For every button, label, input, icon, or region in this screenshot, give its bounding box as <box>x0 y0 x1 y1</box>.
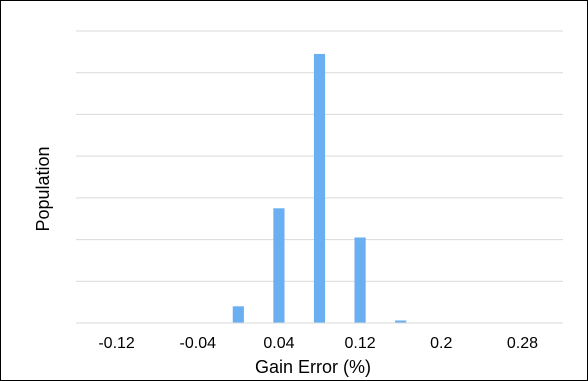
x-tick-label: 0.04 <box>263 335 294 352</box>
x-tick-label: -0.12 <box>98 335 135 352</box>
histogram-bar <box>354 237 366 323</box>
histogram-bar <box>232 306 244 323</box>
x-tick-label: 0.12 <box>345 335 376 352</box>
bar-layer <box>232 53 407 323</box>
x-tick-label: 0.2 <box>430 335 452 352</box>
x-tick-label: 0.28 <box>507 335 538 352</box>
x-tick-label: -0.04 <box>180 335 217 352</box>
y-axis-title: Population <box>33 146 53 231</box>
tick-layer: -0.12 -0.04 0.04 0.12 0.2 0.28 <box>98 335 538 352</box>
histogram-bar <box>273 208 285 323</box>
x-axis-title: Gain Error (%) <box>255 357 371 377</box>
histogram-bar <box>395 320 407 323</box>
histogram-bar <box>313 53 326 323</box>
